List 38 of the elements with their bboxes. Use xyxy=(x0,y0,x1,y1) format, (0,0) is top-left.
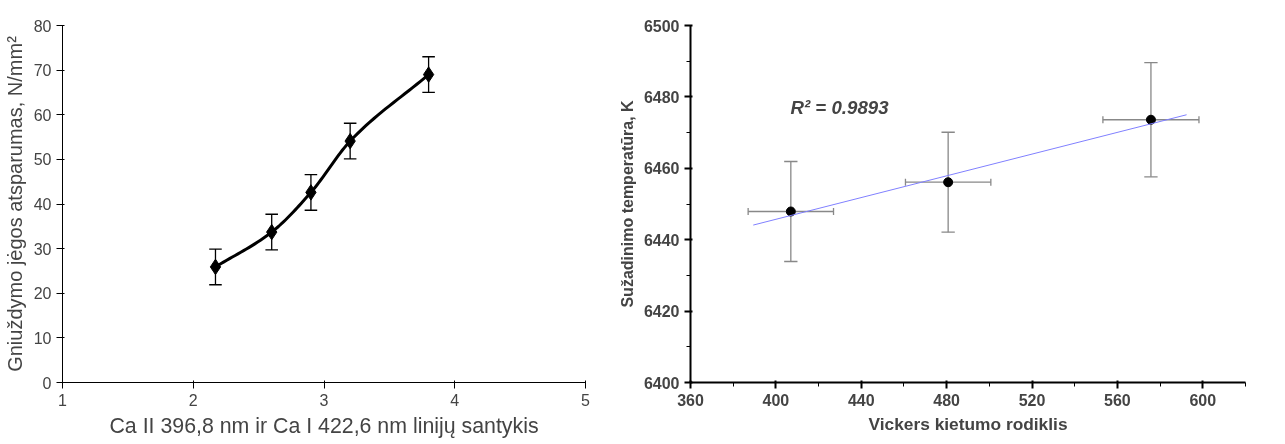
x-axis-title: Vickers kietumo rodiklis xyxy=(868,413,1068,434)
y-tick-label: 0 xyxy=(42,374,52,392)
y-tick-label: 6440 xyxy=(643,231,680,249)
x-tick-label: 440 xyxy=(847,391,875,409)
annotation: R² = 0.9893 xyxy=(790,96,890,118)
x-tick-label: 2 xyxy=(188,391,198,409)
y-tick-label: 6480 xyxy=(643,88,680,106)
x-tick-label: 520 xyxy=(1018,391,1046,409)
y-tick-label: 80 xyxy=(33,17,52,35)
y-tick-label: 40 xyxy=(33,196,52,213)
point xyxy=(1145,114,1156,125)
y-tick-label: 6460 xyxy=(643,160,680,178)
x-tick-label: 4 xyxy=(450,391,460,409)
y-axis-title: Gniuždymo jėgos atsparumas, N/mm² xyxy=(3,35,26,372)
y-tick-label: 30 xyxy=(33,240,52,258)
x-tick-label: 400 xyxy=(762,391,790,409)
y-tick-label: 10 xyxy=(33,329,52,347)
y-axis-title: Sužadinimo temperatūra, K xyxy=(618,99,636,308)
x-tick-label: 1 xyxy=(58,391,68,409)
x-tick-label: 480 xyxy=(933,391,961,409)
x-tick-label: 600 xyxy=(1189,391,1217,409)
point xyxy=(943,177,954,188)
x-tick-label: 560 xyxy=(1104,391,1131,409)
y-tick-label: 6420 xyxy=(643,303,680,321)
y-tick-label: 70 xyxy=(33,62,52,80)
point xyxy=(305,184,317,201)
point xyxy=(209,258,222,276)
x-tick-label: 360 xyxy=(677,391,704,409)
y-tick-label: 50 xyxy=(33,151,52,169)
y-tick-label: 6400 xyxy=(643,374,680,392)
x-axis-title: Ca II 396,8 nm ir Ca I 422,6 nm linijų santykis xyxy=(109,413,539,438)
point xyxy=(785,206,796,217)
point xyxy=(422,66,435,83)
y-tick-label: 20 xyxy=(33,285,52,303)
x-tick-label: 5 xyxy=(581,391,591,409)
y-tick-label: 6500 xyxy=(643,17,680,35)
y-tick-label: 60 xyxy=(33,106,52,124)
x-tick-label: 3 xyxy=(319,391,329,409)
